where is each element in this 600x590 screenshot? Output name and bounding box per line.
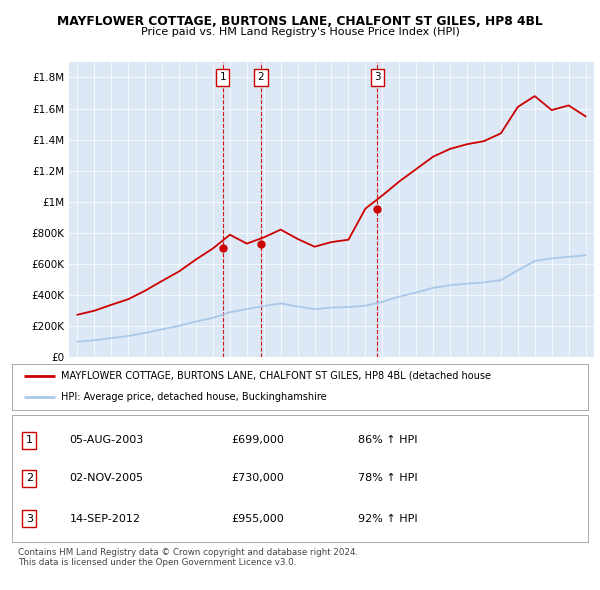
- Text: £699,000: £699,000: [231, 435, 284, 445]
- Text: 92% ↑ HPI: 92% ↑ HPI: [358, 514, 417, 524]
- Text: 14-SEP-2012: 14-SEP-2012: [70, 514, 140, 524]
- Text: £955,000: £955,000: [231, 514, 284, 524]
- Text: 2: 2: [257, 73, 264, 83]
- Text: 3: 3: [374, 73, 380, 83]
- Text: HPI: Average price, detached house, Buckinghamshire: HPI: Average price, detached house, Buck…: [61, 392, 326, 402]
- Text: 1: 1: [26, 435, 33, 445]
- Text: 2: 2: [26, 473, 33, 483]
- Text: Contains HM Land Registry data © Crown copyright and database right 2024.
This d: Contains HM Land Registry data © Crown c…: [18, 548, 358, 567]
- Text: MAYFLOWER COTTAGE, BURTONS LANE, CHALFONT ST GILES, HP8 4BL: MAYFLOWER COTTAGE, BURTONS LANE, CHALFON…: [57, 15, 543, 28]
- Text: MAYFLOWER COTTAGE, BURTONS LANE, CHALFONT ST GILES, HP8 4BL (detached house: MAYFLOWER COTTAGE, BURTONS LANE, CHALFON…: [61, 371, 491, 381]
- Text: 86% ↑ HPI: 86% ↑ HPI: [358, 435, 417, 445]
- Text: 3: 3: [26, 514, 33, 524]
- Text: 1: 1: [220, 73, 226, 83]
- Text: Price paid vs. HM Land Registry's House Price Index (HPI): Price paid vs. HM Land Registry's House …: [140, 27, 460, 37]
- Text: 05-AUG-2003: 05-AUG-2003: [70, 435, 144, 445]
- Text: £730,000: £730,000: [231, 473, 284, 483]
- Text: 78% ↑ HPI: 78% ↑ HPI: [358, 473, 417, 483]
- Text: 02-NOV-2005: 02-NOV-2005: [70, 473, 144, 483]
